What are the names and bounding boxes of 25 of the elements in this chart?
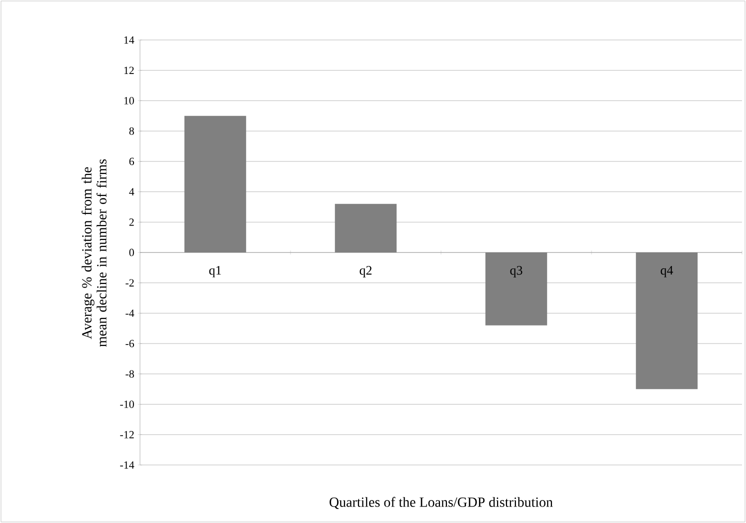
y-tick-label: -8 [126,370,134,378]
y-axis-title: Average % deviation from the mean decline in number of firms [82,159,106,347]
y-tick-label: -10 [120,400,134,408]
bar [485,252,548,326]
x-tick-label: q3 [510,266,522,278]
y-tick-label: 0 [129,248,134,256]
bar [334,204,397,252]
bar [636,252,698,390]
y-tick-label: 10 [124,97,134,104]
y-tick-label: -14 [120,461,134,469]
y-tick-label: 6 [129,158,134,166]
bar [184,116,246,252]
x-axis-title: Quartiles of the Loans/GDP distribution [330,496,553,510]
x-tick-label: q1 [209,266,221,278]
y-tick-label: 12 [124,66,134,74]
y-tick-label: -12 [120,431,134,438]
y-tick-label: 14 [124,36,134,44]
x-tick-label: q2 [360,266,372,278]
y-tick-label: 4 [129,188,134,196]
y-tick-label: 2 [129,218,134,226]
y-tick-label: 8 [129,127,134,135]
y-tick-label: -2 [126,279,134,286]
x-tick-label: q4 [660,266,674,278]
y-tick-label: -4 [126,310,134,317]
y-tick-label: -6 [126,340,134,348]
